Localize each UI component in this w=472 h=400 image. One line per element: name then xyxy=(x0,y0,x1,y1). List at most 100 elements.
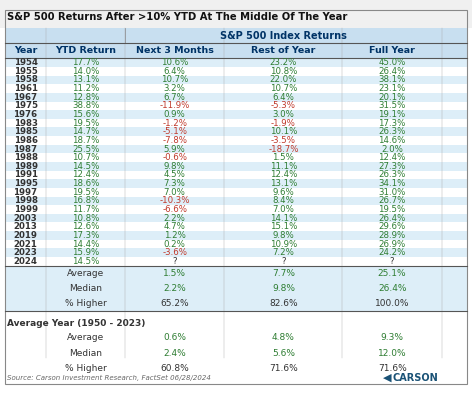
Text: 14.5%: 14.5% xyxy=(72,257,99,266)
Bar xyxy=(5,43,467,58)
Text: 7.3%: 7.3% xyxy=(164,179,185,188)
Text: 31.5%: 31.5% xyxy=(379,101,406,110)
Text: 19.5%: 19.5% xyxy=(72,188,99,197)
Text: 82.6%: 82.6% xyxy=(269,299,298,308)
Text: 2.2%: 2.2% xyxy=(164,214,185,223)
Bar xyxy=(5,58,467,67)
Text: 9.6%: 9.6% xyxy=(272,188,294,197)
Text: 12.6%: 12.6% xyxy=(72,222,99,231)
Text: ?: ? xyxy=(390,257,395,266)
Text: 31.0%: 31.0% xyxy=(379,188,406,197)
Text: 2.0%: 2.0% xyxy=(381,144,403,154)
Text: Median: Median xyxy=(69,349,102,358)
Text: -6.6%: -6.6% xyxy=(162,205,187,214)
Text: -7.8%: -7.8% xyxy=(162,136,187,145)
Text: S&P 500 Returns After >10% YTD At The Middle Of The Year: S&P 500 Returns After >10% YTD At The Mi… xyxy=(7,12,347,22)
Text: 10.1%: 10.1% xyxy=(270,127,297,136)
Text: 17.3%: 17.3% xyxy=(72,231,99,240)
Text: 14.0%: 14.0% xyxy=(72,67,99,76)
Text: 20.1%: 20.1% xyxy=(379,93,406,102)
Text: 2.2%: 2.2% xyxy=(163,284,186,293)
Bar xyxy=(5,330,467,346)
Bar xyxy=(5,76,467,84)
Text: 1995: 1995 xyxy=(14,179,37,188)
Text: 1985: 1985 xyxy=(14,127,37,136)
Text: 1.5%: 1.5% xyxy=(272,153,295,162)
Text: 0.6%: 0.6% xyxy=(163,334,186,342)
Text: Average: Average xyxy=(67,269,104,278)
Text: 15.6%: 15.6% xyxy=(72,110,99,119)
Text: 7.2%: 7.2% xyxy=(272,248,295,257)
Text: 12.4%: 12.4% xyxy=(270,170,297,180)
Text: 100.0%: 100.0% xyxy=(375,299,409,308)
Text: 5.9%: 5.9% xyxy=(164,144,185,154)
Bar xyxy=(0,0,472,28)
Text: 1975: 1975 xyxy=(14,101,38,110)
Text: 6.4%: 6.4% xyxy=(272,93,295,102)
Text: 11.7%: 11.7% xyxy=(72,205,99,214)
Text: 19.1%: 19.1% xyxy=(379,110,406,119)
Text: 0.9%: 0.9% xyxy=(164,110,185,119)
Text: 1967: 1967 xyxy=(14,93,38,102)
Bar xyxy=(5,171,467,179)
Text: 2003: 2003 xyxy=(14,214,37,223)
Text: 11.1%: 11.1% xyxy=(270,162,297,171)
Text: % Higher: % Higher xyxy=(65,299,107,308)
Text: 13.1%: 13.1% xyxy=(270,179,297,188)
Text: 10.7%: 10.7% xyxy=(161,76,188,84)
Text: 14.1%: 14.1% xyxy=(270,214,297,223)
Text: 1986: 1986 xyxy=(14,136,38,145)
Text: 7.0%: 7.0% xyxy=(164,188,185,197)
Bar xyxy=(5,231,467,240)
Text: 17.7%: 17.7% xyxy=(72,58,99,67)
Text: Average: Average xyxy=(67,334,104,342)
Text: 4.8%: 4.8% xyxy=(272,334,295,342)
Bar xyxy=(5,136,467,145)
Text: 11.2%: 11.2% xyxy=(72,84,99,93)
Text: -0.6%: -0.6% xyxy=(162,153,187,162)
Text: 9.8%: 9.8% xyxy=(272,231,294,240)
Text: 10.6%: 10.6% xyxy=(161,58,188,67)
Text: 7.7%: 7.7% xyxy=(272,269,295,278)
Text: 26.4%: 26.4% xyxy=(379,67,406,76)
Bar xyxy=(5,153,467,162)
Text: -11.9%: -11.9% xyxy=(160,101,190,110)
Text: 6.4%: 6.4% xyxy=(164,67,185,76)
Text: Next 3 Months: Next 3 Months xyxy=(136,46,214,55)
Text: 34.1%: 34.1% xyxy=(379,179,406,188)
Bar xyxy=(5,84,467,93)
Text: 1961: 1961 xyxy=(14,84,38,93)
Text: 10.8%: 10.8% xyxy=(72,214,99,223)
Text: 26.9%: 26.9% xyxy=(379,240,406,248)
Text: -1.2%: -1.2% xyxy=(162,119,187,128)
Text: 9.3%: 9.3% xyxy=(380,334,404,342)
Bar xyxy=(5,28,467,43)
Text: 38.1%: 38.1% xyxy=(379,76,406,84)
Text: 1999: 1999 xyxy=(14,205,38,214)
Bar xyxy=(5,119,467,128)
Text: 18.6%: 18.6% xyxy=(72,179,99,188)
Bar xyxy=(5,346,467,361)
Text: 1989: 1989 xyxy=(14,162,38,171)
Bar xyxy=(5,145,467,153)
Bar xyxy=(5,179,467,188)
Bar xyxy=(5,205,467,214)
Text: Year: Year xyxy=(14,46,37,55)
Text: 10.8%: 10.8% xyxy=(270,67,297,76)
Bar xyxy=(5,188,467,196)
Text: -10.3%: -10.3% xyxy=(160,196,190,205)
Text: YTD Return: YTD Return xyxy=(55,46,116,55)
Text: 12.4%: 12.4% xyxy=(72,170,99,180)
Text: 65.2%: 65.2% xyxy=(160,299,189,308)
Text: 28.9%: 28.9% xyxy=(379,231,406,240)
Bar xyxy=(5,196,467,205)
Bar xyxy=(5,128,467,136)
Text: 12.0%: 12.0% xyxy=(378,349,406,358)
Bar xyxy=(5,361,467,376)
Text: ◀: ◀ xyxy=(383,373,391,382)
Text: 60.8%: 60.8% xyxy=(160,364,189,373)
Text: 1958: 1958 xyxy=(14,76,37,84)
Text: 6.7%: 6.7% xyxy=(164,93,185,102)
Text: 19.5%: 19.5% xyxy=(379,205,406,214)
Text: 7.0%: 7.0% xyxy=(272,205,295,214)
